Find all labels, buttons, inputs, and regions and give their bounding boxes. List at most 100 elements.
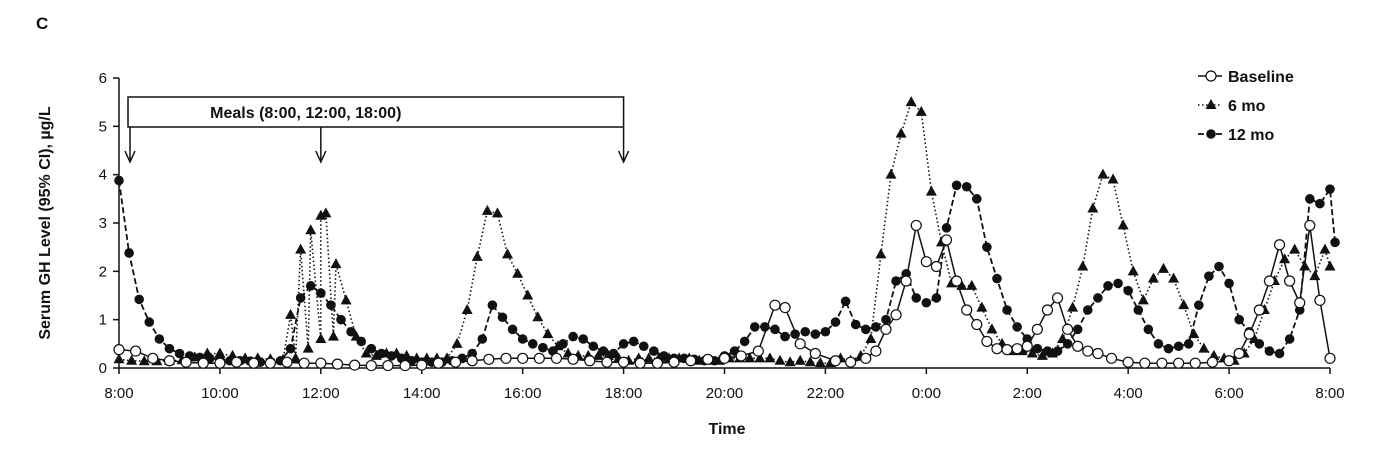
data-point	[1051, 292, 1064, 304]
data-point	[197, 357, 209, 369]
data-point	[451, 337, 463, 348]
data-point	[466, 355, 478, 367]
data-point	[550, 352, 563, 364]
data-point	[1021, 340, 1033, 352]
y-axis-title: Serum GH Level (95% CI), µg/L	[37, 106, 54, 340]
data-point	[941, 223, 952, 233]
data-point	[1314, 294, 1326, 306]
data-point	[1173, 341, 1184, 352]
data-point	[1325, 184, 1335, 194]
data-point	[895, 127, 907, 138]
data-point	[685, 355, 697, 367]
data-point	[1001, 344, 1013, 356]
data-point	[794, 354, 806, 365]
data-point	[1093, 293, 1103, 303]
data-point	[558, 339, 568, 349]
data-point	[1234, 314, 1244, 325]
data-point	[930, 260, 943, 273]
data-point	[925, 185, 937, 196]
data-point	[1097, 168, 1109, 179]
x-tick-label: 12:00	[302, 385, 340, 402]
data-point	[754, 352, 766, 363]
y-tick-label: 4	[99, 167, 107, 184]
legend-marker	[1205, 70, 1217, 82]
data-point	[774, 354, 786, 365]
data-point	[940, 234, 953, 246]
data-point	[327, 330, 339, 341]
x-tick-label: 14:00	[403, 385, 441, 402]
data-point	[1133, 305, 1144, 315]
data-point	[976, 301, 988, 312]
data-point	[1105, 352, 1118, 364]
y-tick-label: 2	[99, 263, 107, 280]
data-point	[386, 351, 397, 361]
data-point	[1315, 198, 1325, 209]
data-point	[910, 219, 922, 232]
data-point	[1032, 343, 1043, 354]
data-point	[500, 352, 512, 364]
data-point	[735, 350, 747, 362]
data-point	[986, 323, 998, 334]
data-point	[366, 343, 377, 354]
data-point	[376, 348, 387, 359]
data-point	[1319, 243, 1331, 254]
data-point	[830, 317, 841, 327]
data-point	[315, 357, 327, 369]
data-point	[346, 326, 356, 337]
data-point	[800, 326, 811, 337]
data-point	[567, 353, 579, 365]
data-point	[1223, 355, 1235, 367]
data-point	[1143, 324, 1154, 335]
data-point	[920, 256, 932, 268]
data-point	[702, 353, 714, 365]
data-point	[1233, 347, 1245, 360]
data-point	[1092, 347, 1104, 360]
data-point	[316, 288, 326, 298]
data-point	[871, 322, 881, 332]
data-point	[1273, 239, 1286, 251]
x-tick-label: 10:00	[201, 385, 239, 402]
data-point	[154, 334, 165, 344]
data-point	[138, 355, 150, 366]
data-point	[399, 359, 411, 372]
data-point	[163, 355, 176, 367]
data-point	[144, 317, 155, 327]
legend-label: Baseline	[1228, 69, 1294, 86]
data-point	[1083, 305, 1093, 315]
data-point	[130, 345, 142, 357]
data-point	[1077, 260, 1089, 271]
data-point	[1122, 356, 1134, 368]
data-point	[966, 279, 978, 290]
x-axis-title: Time	[708, 421, 745, 438]
x-tick-label: 6:00	[1214, 385, 1243, 402]
data-point	[1002, 305, 1012, 315]
data-point	[905, 96, 917, 107]
data-point	[588, 341, 599, 352]
data-point	[971, 318, 983, 331]
data-point	[522, 289, 534, 300]
data-point	[264, 357, 276, 369]
data-point	[584, 355, 596, 367]
data-point	[881, 314, 891, 325]
data-point	[1156, 357, 1168, 369]
data-point	[533, 352, 545, 364]
meals-annotation: Meals (8:00, 12:00, 18:00)	[124, 96, 630, 164]
data-point	[281, 356, 293, 368]
data-point	[1062, 323, 1074, 335]
data-point	[1107, 173, 1119, 184]
data-point	[718, 352, 731, 364]
data-point	[651, 357, 663, 369]
x-tick-label: 16:00	[504, 385, 542, 402]
data-point	[900, 275, 912, 287]
meal-arrow-head	[617, 150, 630, 164]
data-point	[568, 331, 578, 342]
data-point	[491, 207, 503, 218]
data-point	[618, 339, 629, 349]
data-point	[113, 353, 125, 364]
data-point	[502, 248, 514, 259]
data-point	[1309, 270, 1321, 281]
data-point	[915, 105, 927, 116]
data-point	[860, 324, 871, 335]
data-point	[764, 352, 776, 363]
meals-label: Meals (8:00, 12:00, 18:00)	[210, 105, 401, 122]
